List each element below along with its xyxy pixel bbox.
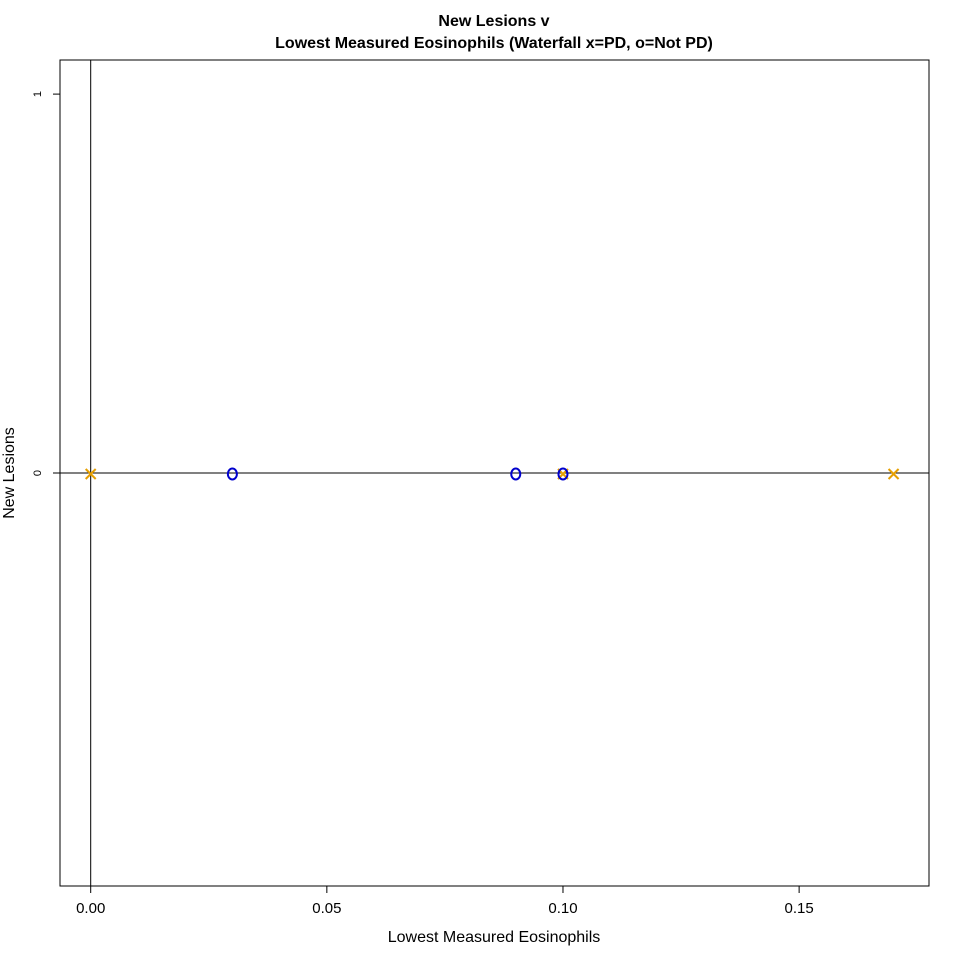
x-tick-label: 0.15: [785, 900, 814, 917]
chart-title-line2: Lowest Measured Eosinophils (Waterfall x…: [275, 35, 713, 52]
data-points: [84, 467, 900, 481]
reference-lines: [60, 60, 929, 886]
x-axis: 0.00 0.05 0.10 0.15: [76, 885, 814, 917]
y-axis: 01: [32, 91, 61, 476]
chart-title-line1: New Lesions v: [438, 13, 549, 30]
y-tick-label: 0: [32, 470, 44, 476]
x-tick-label: 0.10: [548, 900, 577, 917]
x-tick-label: 0.05: [312, 900, 341, 917]
y-axis-label: New Lesions: [1, 427, 18, 519]
data-point-not-pd: [557, 467, 569, 481]
data-point-pd: [84, 468, 97, 480]
x-axis-label: Lowest Measured Eosinophils: [388, 929, 601, 946]
x-tick-label: 0.00: [76, 900, 105, 917]
data-point-pd-stroke: [84, 468, 97, 480]
y-tick-label: 1: [32, 91, 44, 97]
data-point-pd-stroke: [887, 468, 900, 480]
data-point-not-pd: [510, 467, 522, 481]
data-point-not-pd: [226, 467, 238, 481]
data-point-pd: [887, 468, 900, 480]
